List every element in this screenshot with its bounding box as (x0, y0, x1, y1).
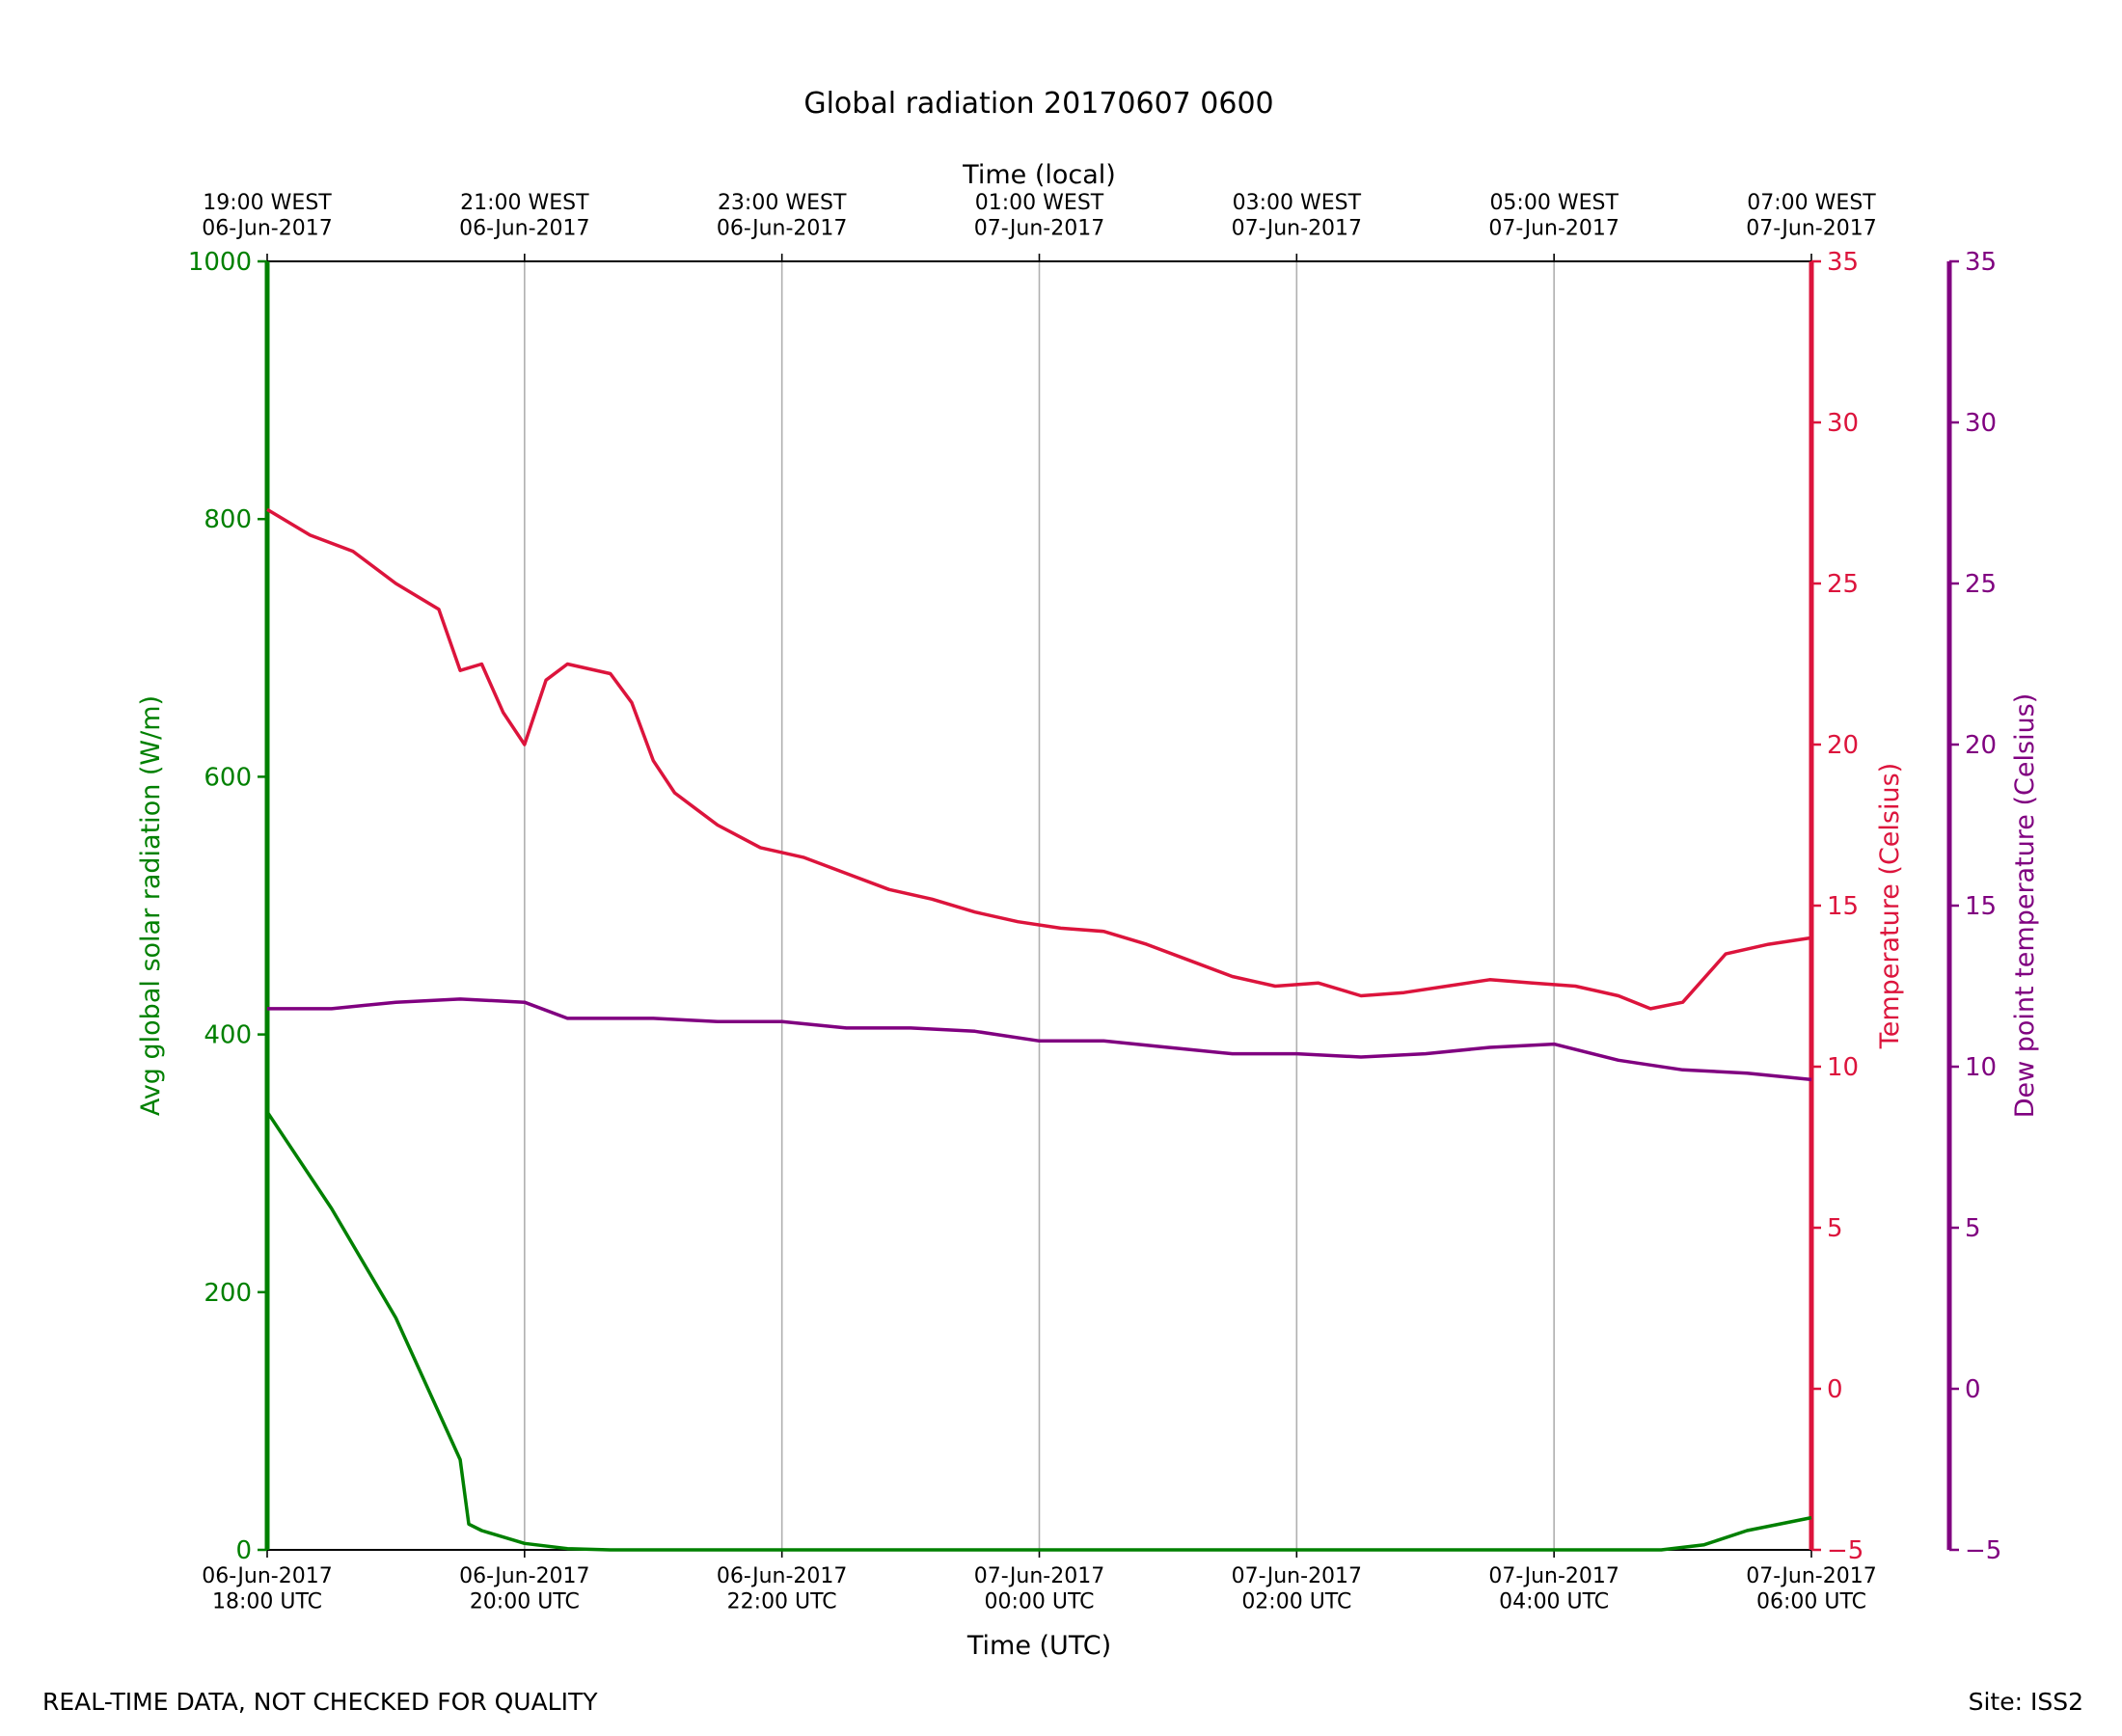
radiation-tick-label: 200 (204, 1279, 252, 1308)
dewpoint-tick-label: 30 (1965, 409, 1997, 438)
temperature-tick-label: 10 (1827, 1053, 1859, 1082)
x2-tick-label: 21:00 WEST 06-Jun-2017 (459, 191, 589, 240)
dewpoint-tick-label: 5 (1965, 1214, 1981, 1243)
footer-note: REAL-TIME DATA, NOT CHECKED FOR QUALITY (42, 1688, 598, 1716)
temperature-tick-label: 30 (1827, 409, 1859, 438)
temperature-tick-label: −5 (1827, 1536, 1864, 1565)
x-tick-label: 06-Jun-2017 20:00 UTC (459, 1564, 589, 1614)
radiation-axis-label: Avg global solar radiation (W/m) (136, 695, 166, 1116)
dewpoint-tick-label: 15 (1965, 892, 1997, 921)
footer-site: Site: ISS2 (1969, 1688, 2083, 1716)
x-tick-label: 07-Jun-2017 04:00 UTC (1488, 1564, 1619, 1614)
temperature-tick-label: 20 (1827, 731, 1859, 760)
dewpoint-tick-label: 10 (1965, 1053, 1997, 1082)
temperature-tick-label: 15 (1827, 892, 1859, 921)
radiation-tick-label: 600 (204, 763, 252, 792)
radiation-tick-label: 0 (235, 1536, 252, 1565)
temperature-tick-label: 35 (1827, 248, 1859, 277)
x-axis-label: Time (UTC) (966, 1631, 1111, 1661)
temperature-series-line (266, 507, 1812, 1011)
radiation-tick-label: 800 (204, 505, 252, 534)
x-tick-label: 06-Jun-2017 22:00 UTC (717, 1564, 847, 1614)
x-tick-label: 07-Jun-2017 06:00 UTC (1746, 1564, 1876, 1614)
dewpoint-series-line (267, 997, 1812, 1082)
x2-tick-label: 19:00 WEST 06-Jun-2017 (202, 191, 332, 240)
x2-tick-label: 01:00 WEST 07-Jun-2017 (974, 191, 1104, 240)
dewpoint-axis-label: Dew point temperature (Celsius) (2010, 693, 2040, 1119)
x-tick-label: 07-Jun-2017 00:00 UTC (974, 1564, 1104, 1614)
radiation-tick-label: 400 (204, 1021, 252, 1050)
radiation-tick-label: 1000 (188, 248, 252, 277)
dewpoint-tick-label: 20 (1965, 731, 1997, 760)
x-tick-label: 07-Jun-2017 02:00 UTC (1232, 1564, 1362, 1614)
x2-tick-label: 07:00 WEST 07-Jun-2017 (1746, 191, 1876, 240)
x2-tick-label: 05:00 WEST 07-Jun-2017 (1488, 191, 1619, 240)
temperature-tick-label: 25 (1827, 570, 1859, 599)
x-tick-label: 06-Jun-2017 18:00 UTC (202, 1564, 332, 1614)
dewpoint-tick-label: 0 (1965, 1375, 1981, 1404)
dewpoint-tick-label: 25 (1965, 570, 1997, 599)
temperature-axis-label: Temperature (Celsius) (1875, 763, 1905, 1049)
radiation-series-line (265, 1110, 1812, 1552)
plot-area: 06-Jun-2017 18:00 UTC 06-Jun-2017 20:00 UTC… (136, 160, 2040, 1661)
x2-tick-label: 23:00 WEST 06-Jun-2017 (717, 191, 847, 240)
x2-axis-label: Time (local) (962, 160, 1116, 190)
x2-tick-label: 03:00 WEST 07-Jun-2017 (1232, 191, 1362, 240)
dewpoint-tick-label: 35 (1965, 248, 1997, 277)
dewpoint-tick-label: −5 (1965, 1536, 2001, 1565)
temperature-tick-label: 5 (1827, 1214, 1843, 1243)
chart-title: Global radiation 20170607 0600 (803, 87, 1273, 121)
temperature-tick-label: 0 (1827, 1375, 1843, 1404)
